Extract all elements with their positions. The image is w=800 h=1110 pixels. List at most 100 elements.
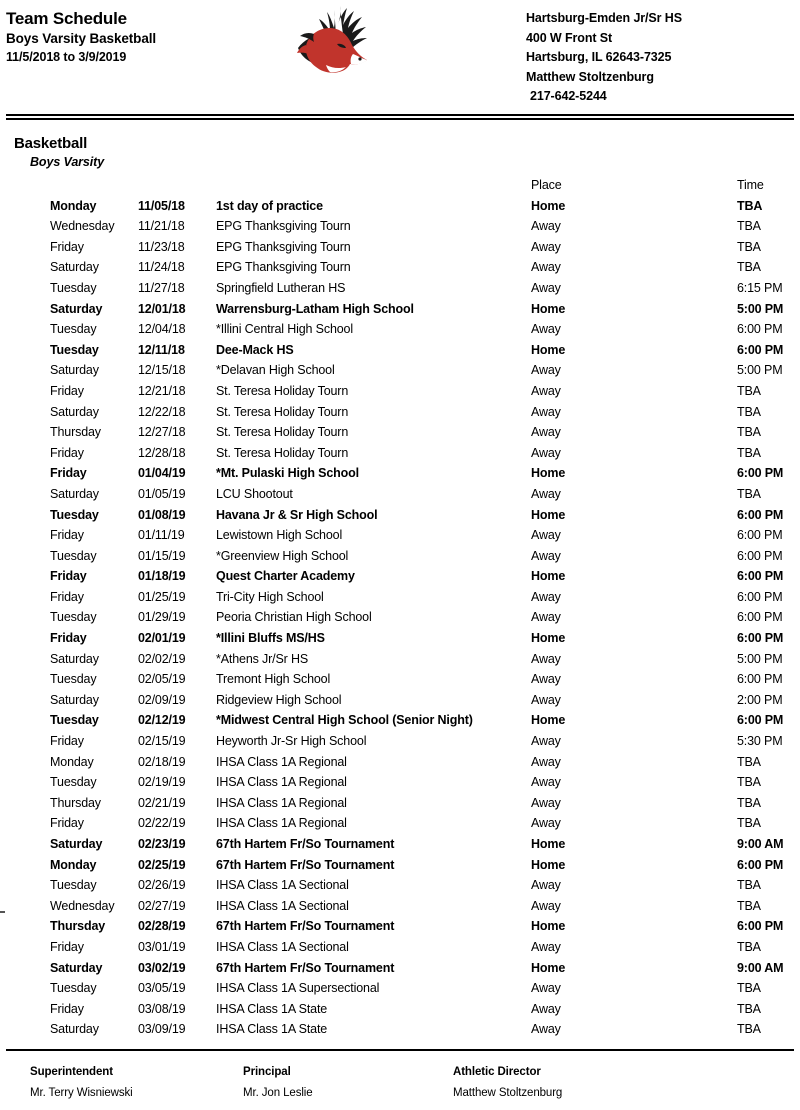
cell-place: Away (531, 1022, 561, 1037)
table-row: Thursday 02/21/19 IHSA Class 1A Regional Aw… (0, 790, 800, 811)
spacer-cell (0, 976, 50, 997)
cell-event: St. Teresa Holiday Tourn (216, 425, 349, 440)
cell-place: Away (531, 651, 561, 666)
cell-place: Home (531, 198, 566, 213)
cell-event: IHSA Class 1A Sectional (216, 939, 349, 954)
date-range: 11/5/2018 to 3/9/2019 (6, 50, 127, 64)
cell-day: Tuesday (50, 713, 99, 728)
cell-time: 6:00 PM (737, 528, 783, 543)
cell-time: TBA (737, 981, 761, 996)
cell-event: Springfield Lutheran HS (216, 280, 346, 295)
table-row: Friday 01/04/19 *Mt. Pulaski High School Ho… (0, 461, 800, 482)
cell-event: *Mt. Pulaski High School (216, 466, 359, 481)
cell-date: 02/23/19 (138, 837, 186, 851)
cell-time: 6:00 PM (737, 322, 783, 337)
spacer-cell (0, 317, 50, 338)
cell-day: Monday (50, 857, 97, 872)
spacer-cell (0, 193, 50, 214)
cell-date: 02/19/19 (138, 775, 186, 790)
cell-time: TBA (737, 260, 761, 275)
cell-time: TBA (737, 219, 761, 234)
cell-event: St. Teresa Holiday Tourn (216, 404, 349, 419)
cell-day: Saturday (50, 301, 103, 316)
cell-event: Ridgeview High School (216, 692, 342, 707)
cell-date: 02/26/19 (138, 878, 186, 893)
spacer-cell (0, 646, 50, 667)
cell-place: Home (531, 837, 566, 851)
cell-event: *Midwest Central High School (Senior Nig… (216, 713, 473, 728)
cell-time: 6:15 PM (737, 280, 783, 295)
cell-date: 02/22/19 (138, 816, 186, 831)
table-row: Saturday 12/22/18 St. Teresa Holiday Tourn… (0, 399, 800, 420)
table-row: Tuesday 02/19/19 IHSA Class 1A Regional Awa… (0, 770, 800, 791)
cell-place: Away (531, 486, 561, 501)
page-footer: Superintendent Principal Athletic Direct… (0, 1066, 800, 1108)
cell-day: Saturday (50, 363, 99, 378)
cell-time: 6:00 PM (737, 857, 784, 872)
spacer-cell (0, 296, 50, 317)
cell-place: Home (531, 631, 566, 646)
table-row: Thursday 12/27/18 St. Teresa Holiday Tourn… (0, 420, 800, 441)
cell-date: 01/25/19 (138, 589, 186, 604)
cell-place: Away (531, 816, 561, 831)
spacer-cell (0, 176, 50, 193)
table-row: Friday 01/25/19 Tri-City High School Away 6:… (0, 584, 800, 605)
spacer-cell (0, 625, 50, 646)
cell-date: 12/04/18 (138, 322, 186, 337)
cell-date: 03/05/19 (138, 981, 186, 996)
cell-place: Home (531, 466, 566, 481)
cell-day: Monday (50, 198, 97, 213)
cell-event: St. Teresa Holiday Tourn (216, 383, 349, 398)
cell-day: Saturday (50, 651, 99, 666)
cell-day: Wednesday (50, 898, 115, 913)
cell-date: 03/08/19 (138, 1001, 186, 1016)
footer-name-superintendent: Mr. Terry Wisniewski (30, 1087, 133, 1099)
column-header-day (50, 176, 138, 193)
cell-date: 11/23/18 (138, 239, 185, 254)
spacer-cell (0, 605, 50, 626)
sport-block: Basketball Boys Varsity (0, 134, 800, 172)
spacer-cell (0, 852, 50, 873)
cell-event: 1st day of practice (216, 198, 323, 213)
cell-place: Away (531, 528, 561, 543)
schedule-rows: Monday 11/05/18 1st day of practice Home TBA… (0, 193, 800, 1037)
cell-place: Home (531, 507, 566, 522)
table-row: Friday 11/23/18 EPG Thanksgiving Tourn Away… (0, 234, 800, 255)
spacer-cell (0, 275, 50, 296)
cell-event: IHSA Class 1A Supersectional (216, 981, 380, 996)
cell-time: TBA (737, 1022, 761, 1037)
cell-date: 02/27/19 (138, 898, 186, 913)
cell-event: Warrensburg-Latham High School (216, 301, 414, 316)
table-row: Tuesday 11/27/18 Springfield Lutheran HS Aw… (0, 275, 800, 296)
spacer-cell (0, 502, 50, 523)
cell-place: Away (531, 1001, 561, 1016)
cell-time: 5:00 PM (737, 301, 784, 316)
cell-event: IHSA Class 1A Regional (216, 816, 347, 831)
cell-place: Away (531, 754, 561, 769)
header-school-info: Hartsburg-Emden Jr/Sr HS 400 W Front St … (526, 9, 682, 107)
cell-place: Home (531, 301, 566, 316)
cell-date: 02/28/19 (138, 919, 186, 934)
cell-time: 5:00 PM (737, 363, 783, 378)
table-row: Friday 12/21/18 St. Teresa Holiday Tourn Aw… (0, 378, 800, 399)
cell-time: TBA (737, 425, 761, 440)
school-name: Hartsburg-Emden Jr/Sr HS (526, 11, 682, 25)
cell-time: TBA (737, 795, 761, 810)
table-header-row: Place Time (0, 176, 800, 193)
cell-event: Quest Charter Academy (216, 569, 355, 584)
table-row: Friday 02/01/19 *Illini Bluffs MS/HS Home 6:… (0, 625, 800, 646)
spacer-cell (0, 378, 50, 399)
cell-time: TBA (737, 898, 761, 913)
cell-day: Friday (50, 939, 84, 954)
cell-time: TBA (737, 878, 761, 893)
cell-time: TBA (737, 239, 761, 254)
spacer-cell (0, 831, 50, 852)
table-row: Monday 02/25/19 67th Hartem Fr/So Tourname… (0, 852, 800, 873)
cell-day: Friday (50, 466, 87, 481)
cell-time: TBA (737, 775, 761, 790)
spacer-cell (0, 708, 50, 729)
header-divider (6, 114, 794, 120)
table-row: Friday 01/11/19 Lewistown High School Away 6… (0, 523, 800, 544)
cell-place: Away (531, 672, 561, 687)
cell-event: 67th Hartem Fr/So Tournament (216, 837, 395, 851)
